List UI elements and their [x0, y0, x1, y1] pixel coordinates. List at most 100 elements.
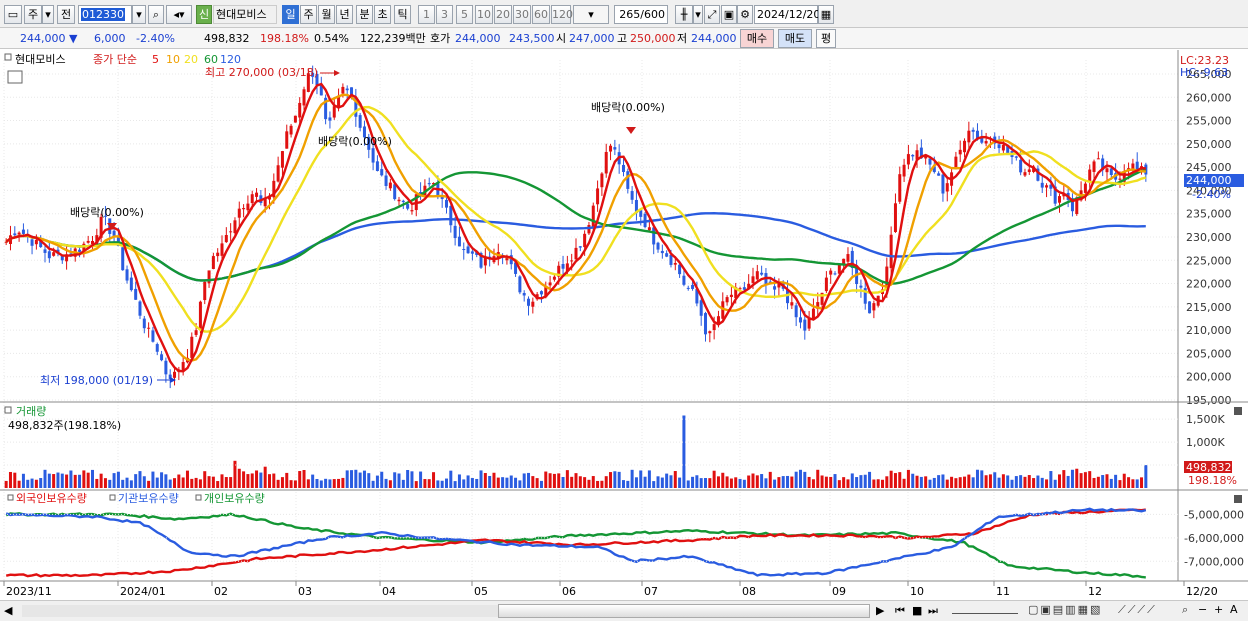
volume-bar	[699, 478, 703, 488]
volume-bar	[406, 469, 410, 488]
volume-bar	[259, 472, 263, 488]
code-dropdown-chevron-icon[interactable]: ▾	[132, 5, 146, 24]
crosshair-tool-icons[interactable]: ⟋⟋⟋⟋	[1118, 603, 1157, 616]
volume-badge-value: 498,832	[1186, 461, 1232, 474]
minute-tab-6[interactable]: 60	[532, 5, 550, 24]
candle-body	[742, 287, 746, 290]
zoom-out-icon[interactable]: ⌕	[1182, 603, 1189, 616]
holding-panel-close-icon[interactable]	[1234, 495, 1242, 503]
holding-legend-toggle-icon[interactable]	[109, 494, 116, 501]
volume-bar	[708, 478, 712, 488]
chart-scrollbar[interactable]: ◀ ▶ ⏮ ■ ⏭ ▢▣▤▥▦▧ ⟋⟋⟋⟋ ⌕ − + A	[0, 600, 1248, 621]
scroll-track[interactable]	[22, 605, 498, 617]
stock-chart[interactable]: 195,000 200,000 205,000 210,000 215,000 220,0…	[0, 50, 1248, 601]
minute-tab-1[interactable]: 3	[436, 5, 453, 24]
date-label: 02	[214, 585, 228, 598]
volume-toggle-icon[interactable]	[4, 406, 12, 414]
stop-icon[interactable]: ■	[912, 604, 923, 617]
period-tab-1[interactable]: 주	[300, 5, 317, 24]
candle-body	[1075, 197, 1079, 214]
holding-legend-toggle-icon[interactable]	[7, 494, 14, 501]
minute-tab-4[interactable]: 20	[494, 5, 512, 24]
holding-tick-label: -7,000,000	[1184, 555, 1244, 568]
candle-type-icon[interactable]: ╫	[675, 5, 693, 24]
jeon-button[interactable]: 전	[57, 5, 75, 24]
volume-bar	[350, 470, 354, 488]
sell-button[interactable]: 매도	[778, 29, 812, 48]
gear-icon[interactable]: ⚙	[737, 5, 753, 24]
save-icon[interactable]: ▣	[721, 5, 737, 24]
date-input[interactable]: 2024/12/20	[754, 5, 820, 24]
period-tab-0[interactable]: 일	[282, 5, 299, 24]
date-axis: 2023/11 2024/01 02 03 04 05 06 07 08 09 10 11 12 12/2…	[3, 581, 1218, 598]
minute-tab-7[interactable]: 120	[551, 5, 573, 24]
search-icon[interactable]: ⌕	[148, 5, 164, 24]
candle-body	[427, 183, 431, 185]
holding-legend-toggle-icon[interactable]	[195, 494, 202, 501]
candle-type-chevron-icon[interactable]: ▾	[693, 5, 703, 24]
play-back-icon[interactable]: ⏮	[895, 604, 905, 617]
volume-bar	[924, 476, 928, 488]
legend-ma-5: 5	[152, 53, 159, 66]
volume-bar	[695, 475, 699, 488]
candle-body	[954, 156, 958, 170]
volume-bar	[1036, 475, 1040, 488]
candle-body	[328, 117, 332, 121]
candle-body	[1014, 156, 1018, 158]
candle-body	[928, 158, 932, 165]
draw-tool-icon[interactable]: ⤢	[704, 5, 720, 24]
candle-body	[565, 263, 569, 272]
candle-body	[980, 137, 984, 143]
period-tab-3[interactable]: 년	[336, 5, 353, 24]
calendar-icon[interactable]: ▦	[818, 5, 834, 24]
plus-icon[interactable]: +	[1214, 603, 1224, 616]
volume-bar	[354, 469, 358, 488]
volume-bar	[479, 470, 483, 488]
layout-icons[interactable]: ▢▣▤▥▦▧	[1028, 603, 1103, 616]
candle-body	[160, 354, 164, 361]
period-primary-select[interactable]: 주	[24, 5, 42, 24]
window-icon[interactable]: ▭	[4, 5, 22, 24]
font-size-icon[interactable]: A	[1230, 603, 1238, 616]
candle-body	[967, 130, 971, 143]
volume-bar	[181, 477, 185, 488]
period-tab-4[interactable]: 분	[356, 5, 373, 24]
volume-bar	[798, 469, 802, 488]
minute-tab-3[interactable]: 10	[475, 5, 493, 24]
scroll-right-icon[interactable]: ▶	[876, 604, 885, 617]
chevron-down-icon[interactable]: ▾	[42, 5, 54, 24]
minute-tab-0[interactable]: 1	[418, 5, 435, 24]
period-tab-5[interactable]: 초	[374, 5, 391, 24]
play-forward-icon[interactable]: ⏭	[928, 604, 938, 617]
price-tick-label: 210,000	[1186, 324, 1232, 337]
candle-body	[280, 151, 284, 168]
period-tab-6[interactable]: 틱	[394, 5, 411, 24]
candle-body	[509, 255, 513, 265]
candle-body	[380, 169, 384, 176]
scroll-thumb[interactable]	[498, 604, 870, 618]
speaker-icon[interactable]: ◂▾	[166, 5, 192, 24]
volume-bar	[855, 477, 859, 488]
stock-code-input[interactable]: 012330	[78, 5, 132, 24]
volume-bar	[932, 477, 936, 488]
minute-tab-2[interactable]: 5	[456, 5, 473, 24]
minus-icon[interactable]: −	[1198, 603, 1208, 616]
minute-tab-5[interactable]: 30	[513, 5, 531, 24]
buy-button[interactable]: 매수	[740, 29, 774, 48]
eval-button[interactable]: 평	[816, 29, 836, 48]
zoom-slider[interactable]	[952, 606, 1018, 614]
volume-bar	[440, 480, 444, 488]
calculator-icon[interactable]	[7, 70, 23, 84]
legend-toggle-icon[interactable]	[4, 53, 12, 61]
scroll-left-icon[interactable]: ◀	[4, 604, 13, 617]
candle-body	[457, 236, 461, 247]
volume-panel-close-icon[interactable]	[1234, 407, 1242, 415]
bar-count-field[interactable]: 265/600	[614, 5, 668, 24]
candle-body	[975, 130, 979, 140]
volume-bar	[833, 474, 837, 488]
price-tick-label: 225,000	[1186, 254, 1232, 267]
minute-custom-select[interactable]: ▾	[573, 5, 609, 24]
period-tab-2[interactable]: 월	[318, 5, 335, 24]
candle-body	[198, 301, 202, 329]
volume-bar	[324, 478, 328, 488]
